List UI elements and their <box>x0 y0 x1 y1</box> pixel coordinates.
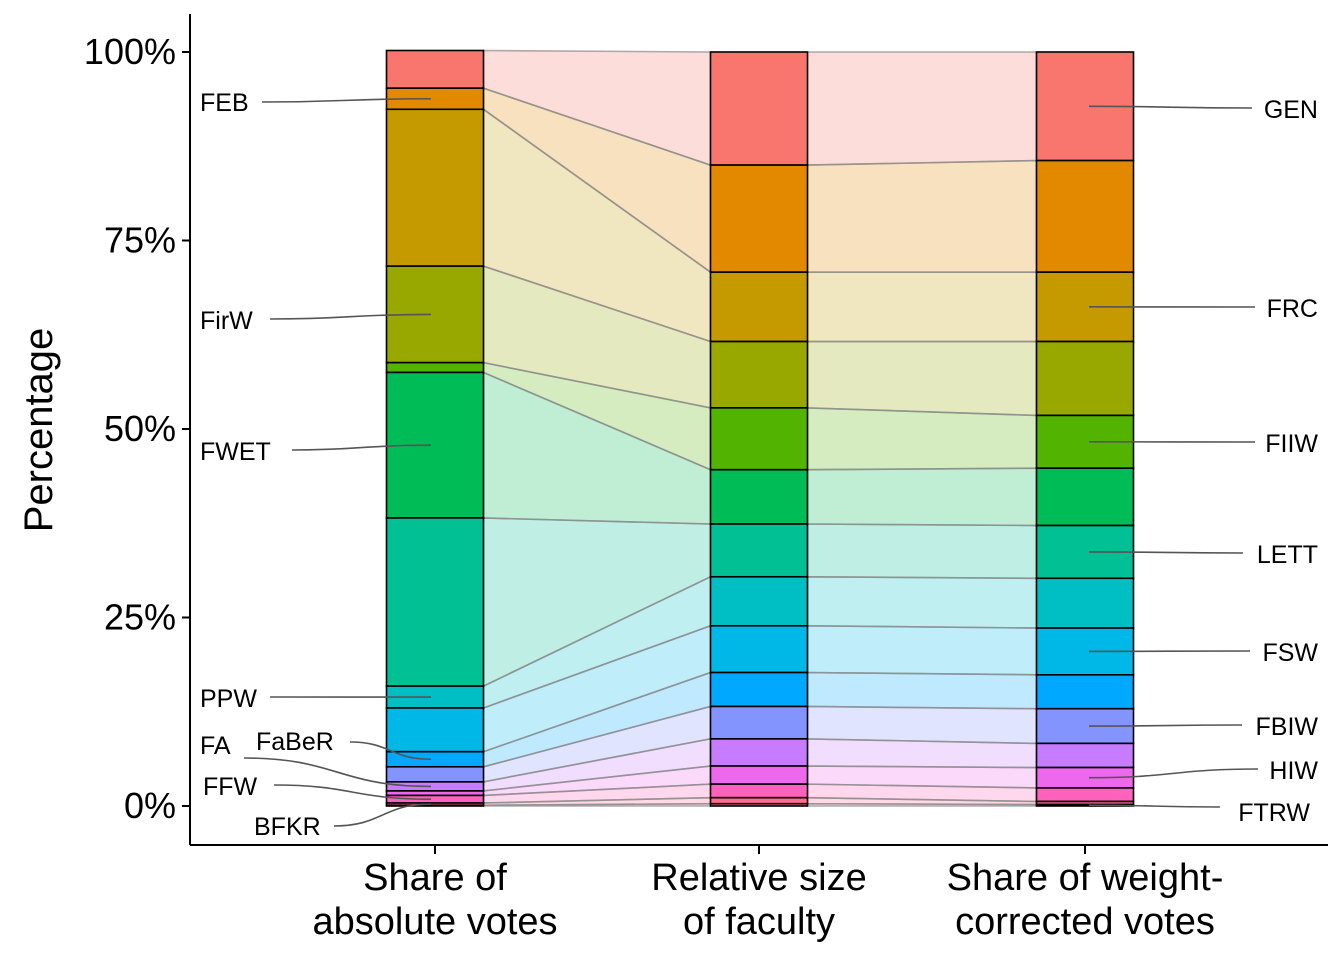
bar-segment-firw-2 <box>711 342 808 408</box>
callout-label-gen: GEN <box>1264 96 1318 124</box>
bar-segment-fwet-3 <box>1037 468 1134 525</box>
callout-label-hiw: HIW <box>1269 757 1318 785</box>
bar-segment-fiiw-1 <box>387 363 484 373</box>
flow-ribbon-fsw-2 <box>808 626 1037 675</box>
bar-segment-lett-2 <box>711 524 808 577</box>
flow-ribbon-fwet-2 <box>808 468 1037 525</box>
bar-segment-fsw-1 <box>387 708 484 752</box>
callout-label-ffw: FFW <box>203 773 258 801</box>
callout-label-bfkr: BFKR <box>254 813 321 841</box>
y-tick-label: 100% <box>84 31 176 72</box>
callout-label-fiiw: FIIW <box>1265 430 1318 458</box>
bar-segment-fsw-2 <box>711 626 808 673</box>
bar-segment-fa-1 <box>387 782 484 791</box>
bar-segment-fbiw-1 <box>387 767 484 782</box>
callout-label-feb: FEB <box>200 89 249 117</box>
bar-segment-ffw-1 <box>387 795 484 803</box>
bar-segment-frc-1 <box>387 109 484 266</box>
callout-label-fsw: FSW <box>1262 639 1318 667</box>
callout-label-ftrw: FTRW <box>1238 799 1310 827</box>
callout-label-frc: FRC <box>1267 295 1318 323</box>
callout-label-fwet: FWET <box>200 438 271 466</box>
bar-segment-hiw-2 <box>711 766 808 784</box>
bar-segment-ffw-2 <box>711 784 808 798</box>
flow-ribbon-ppw-2 <box>808 577 1037 628</box>
callout-label-firw: FirW <box>200 307 253 335</box>
callout-label-fa: FA <box>200 732 231 760</box>
flow-ribbon-lett-2 <box>808 524 1037 578</box>
y-axis-title: Percentage <box>17 328 61 533</box>
bar-segment-ppw-3 <box>1037 578 1134 628</box>
callout-label-lett: LETT <box>1257 541 1318 569</box>
x-category-label-3: Share of weight-corrected votes <box>947 857 1224 943</box>
y-tick-label: 0% <box>124 785 176 826</box>
bar-segment-feb-3 <box>1037 161 1134 273</box>
flow-ribbon-ftrw-2 <box>808 804 1037 806</box>
y-tick-label: 25% <box>104 597 176 638</box>
bar-segment-gen-1 <box>387 50 484 88</box>
bar-segment-fbiw-2 <box>711 706 808 738</box>
bar-segment-fa-2 <box>711 739 808 766</box>
callout-label-fbiw: FBIW <box>1256 713 1319 741</box>
flow-ribbon-frc-2 <box>808 272 1037 341</box>
bar-segment-ftrw-1 <box>387 805 484 806</box>
callout-label-ppw: PPW <box>200 685 257 713</box>
bar-segment-fiiw-2 <box>711 408 808 470</box>
flow-ribbon-fbiw-2 <box>808 706 1037 743</box>
y-tick-label: 50% <box>104 408 176 449</box>
flow-ribbon-fa-2 <box>808 739 1037 768</box>
flow-ribbon-faber-2 <box>808 673 1037 709</box>
bar-segment-faber-2 <box>711 673 808 707</box>
bar-segment-gen-2 <box>711 52 808 165</box>
bar-segment-ftrw-2 <box>711 804 808 806</box>
y-tick-label: 75% <box>104 220 176 261</box>
bar-segment-ffw-3 <box>1037 788 1134 802</box>
bar-segment-fwet-2 <box>711 470 808 524</box>
bar-segment-firw-3 <box>1037 342 1134 416</box>
flow-ribbon-firw-2 <box>808 342 1037 416</box>
flow-ribbon-fiiw-2 <box>808 408 1037 470</box>
bar-segment-frc-2 <box>711 272 808 341</box>
bar-segment-bfkr-2 <box>711 798 808 804</box>
bar-segment-faber-3 <box>1037 675 1134 709</box>
bar-segment-feb-2 <box>711 165 808 272</box>
callout-label-faber: FaBeR <box>256 728 334 756</box>
bar-segment-ppw-2 <box>711 577 808 626</box>
bar-segment-lett-1 <box>387 518 484 686</box>
callout-leader-bfkr <box>334 804 431 826</box>
flow-ribbon-feb-2 <box>808 161 1037 273</box>
bar-segment-fa-3 <box>1037 743 1134 767</box>
flow-ribbon-gen-2 <box>808 52 1037 165</box>
